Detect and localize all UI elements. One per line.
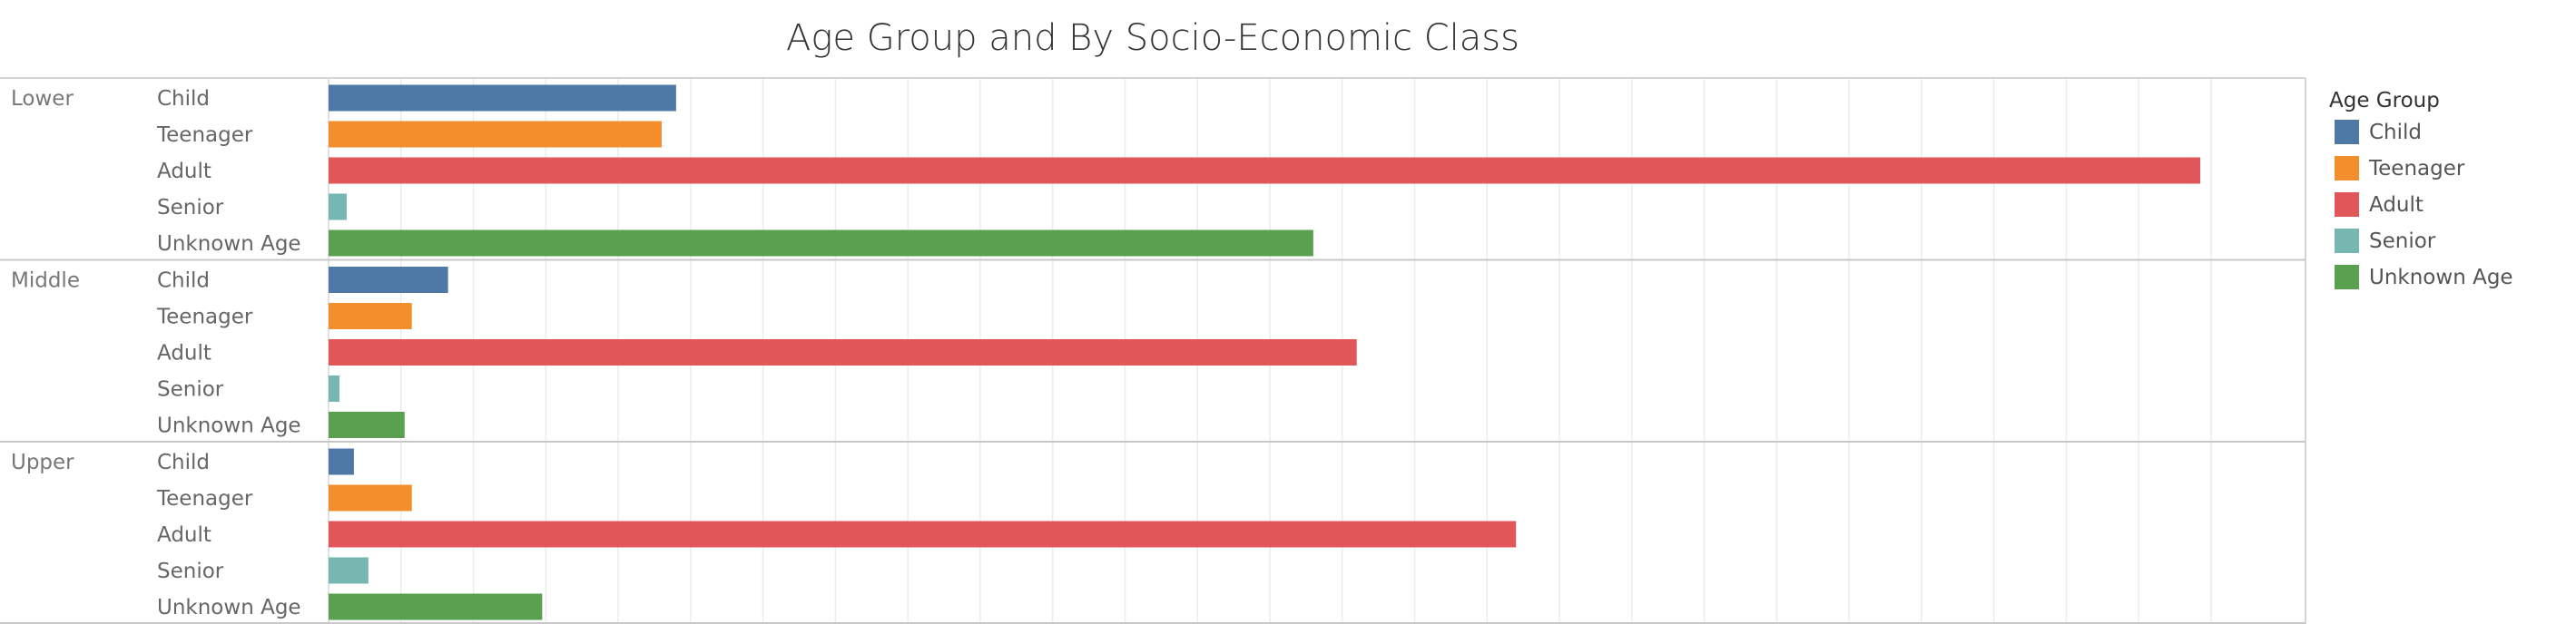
category-label: Child bbox=[157, 87, 210, 111]
category-label: Adult bbox=[157, 160, 211, 183]
category-label: Senior bbox=[157, 196, 224, 219]
category-label: Unknown Age bbox=[157, 232, 301, 256]
legend-label: Child bbox=[2369, 121, 2422, 144]
bar-upper-unknown-age bbox=[329, 593, 543, 620]
category-label: Unknown Age bbox=[157, 596, 301, 619]
legend-label: Adult bbox=[2369, 193, 2424, 217]
category-label: Unknown Age bbox=[157, 414, 301, 438]
bar-lower-teenager bbox=[329, 121, 662, 148]
bar-lower-unknown-age bbox=[329, 229, 1313, 257]
category-label: Senior bbox=[157, 560, 224, 583]
bar-upper-child bbox=[329, 448, 354, 475]
row-labels: Lower Child Teenager Adult Senior Unknown Age… bbox=[11, 87, 301, 619]
category-label: Child bbox=[157, 269, 210, 293]
bar-middle-child bbox=[329, 267, 448, 293]
group-label-middle: Middle bbox=[11, 269, 80, 293]
category-label: Adult bbox=[157, 342, 211, 366]
bar-middle-adult bbox=[329, 339, 1357, 366]
legend-label: Unknown Age bbox=[2369, 266, 2513, 289]
bar-upper-senior bbox=[329, 557, 369, 584]
category-label: Child bbox=[157, 451, 210, 474]
category-label: Teenager bbox=[156, 306, 253, 329]
legend-swatch-child bbox=[2335, 120, 2359, 144]
category-label: Teenager bbox=[156, 123, 253, 147]
legend-title: Age Group bbox=[2329, 89, 2440, 112]
bar-upper-teenager bbox=[329, 484, 412, 512]
category-label: Teenager bbox=[156, 487, 253, 511]
bar-lower-senior bbox=[329, 193, 347, 220]
legend-label: Senior bbox=[2369, 229, 2436, 253]
legend-swatch-senior bbox=[2335, 229, 2359, 253]
legend-swatch-adult bbox=[2335, 192, 2359, 217]
group-label-lower: Lower bbox=[11, 87, 74, 111]
bar-middle-senior bbox=[329, 375, 339, 402]
group-label-upper: Upper bbox=[11, 451, 74, 474]
chart-title: Age Group and By Socio-Economic Class bbox=[786, 17, 1519, 59]
bar-middle-teenager bbox=[329, 303, 412, 329]
bars bbox=[329, 84, 2201, 620]
bar-upper-adult bbox=[329, 521, 1517, 548]
legend-swatch-unknown-age bbox=[2335, 265, 2359, 289]
bar-lower-adult bbox=[329, 157, 2201, 184]
bar-lower-child bbox=[329, 84, 676, 112]
legend-label: Teenager bbox=[2368, 157, 2465, 180]
bar-middle-unknown-age bbox=[329, 412, 405, 438]
legend-swatch-teenager bbox=[2335, 156, 2359, 180]
category-label: Adult bbox=[157, 523, 211, 547]
legend: Age Group Child Teenager Adult Senior Unknow… bbox=[2329, 89, 2513, 289]
category-label: Senior bbox=[157, 378, 224, 402]
